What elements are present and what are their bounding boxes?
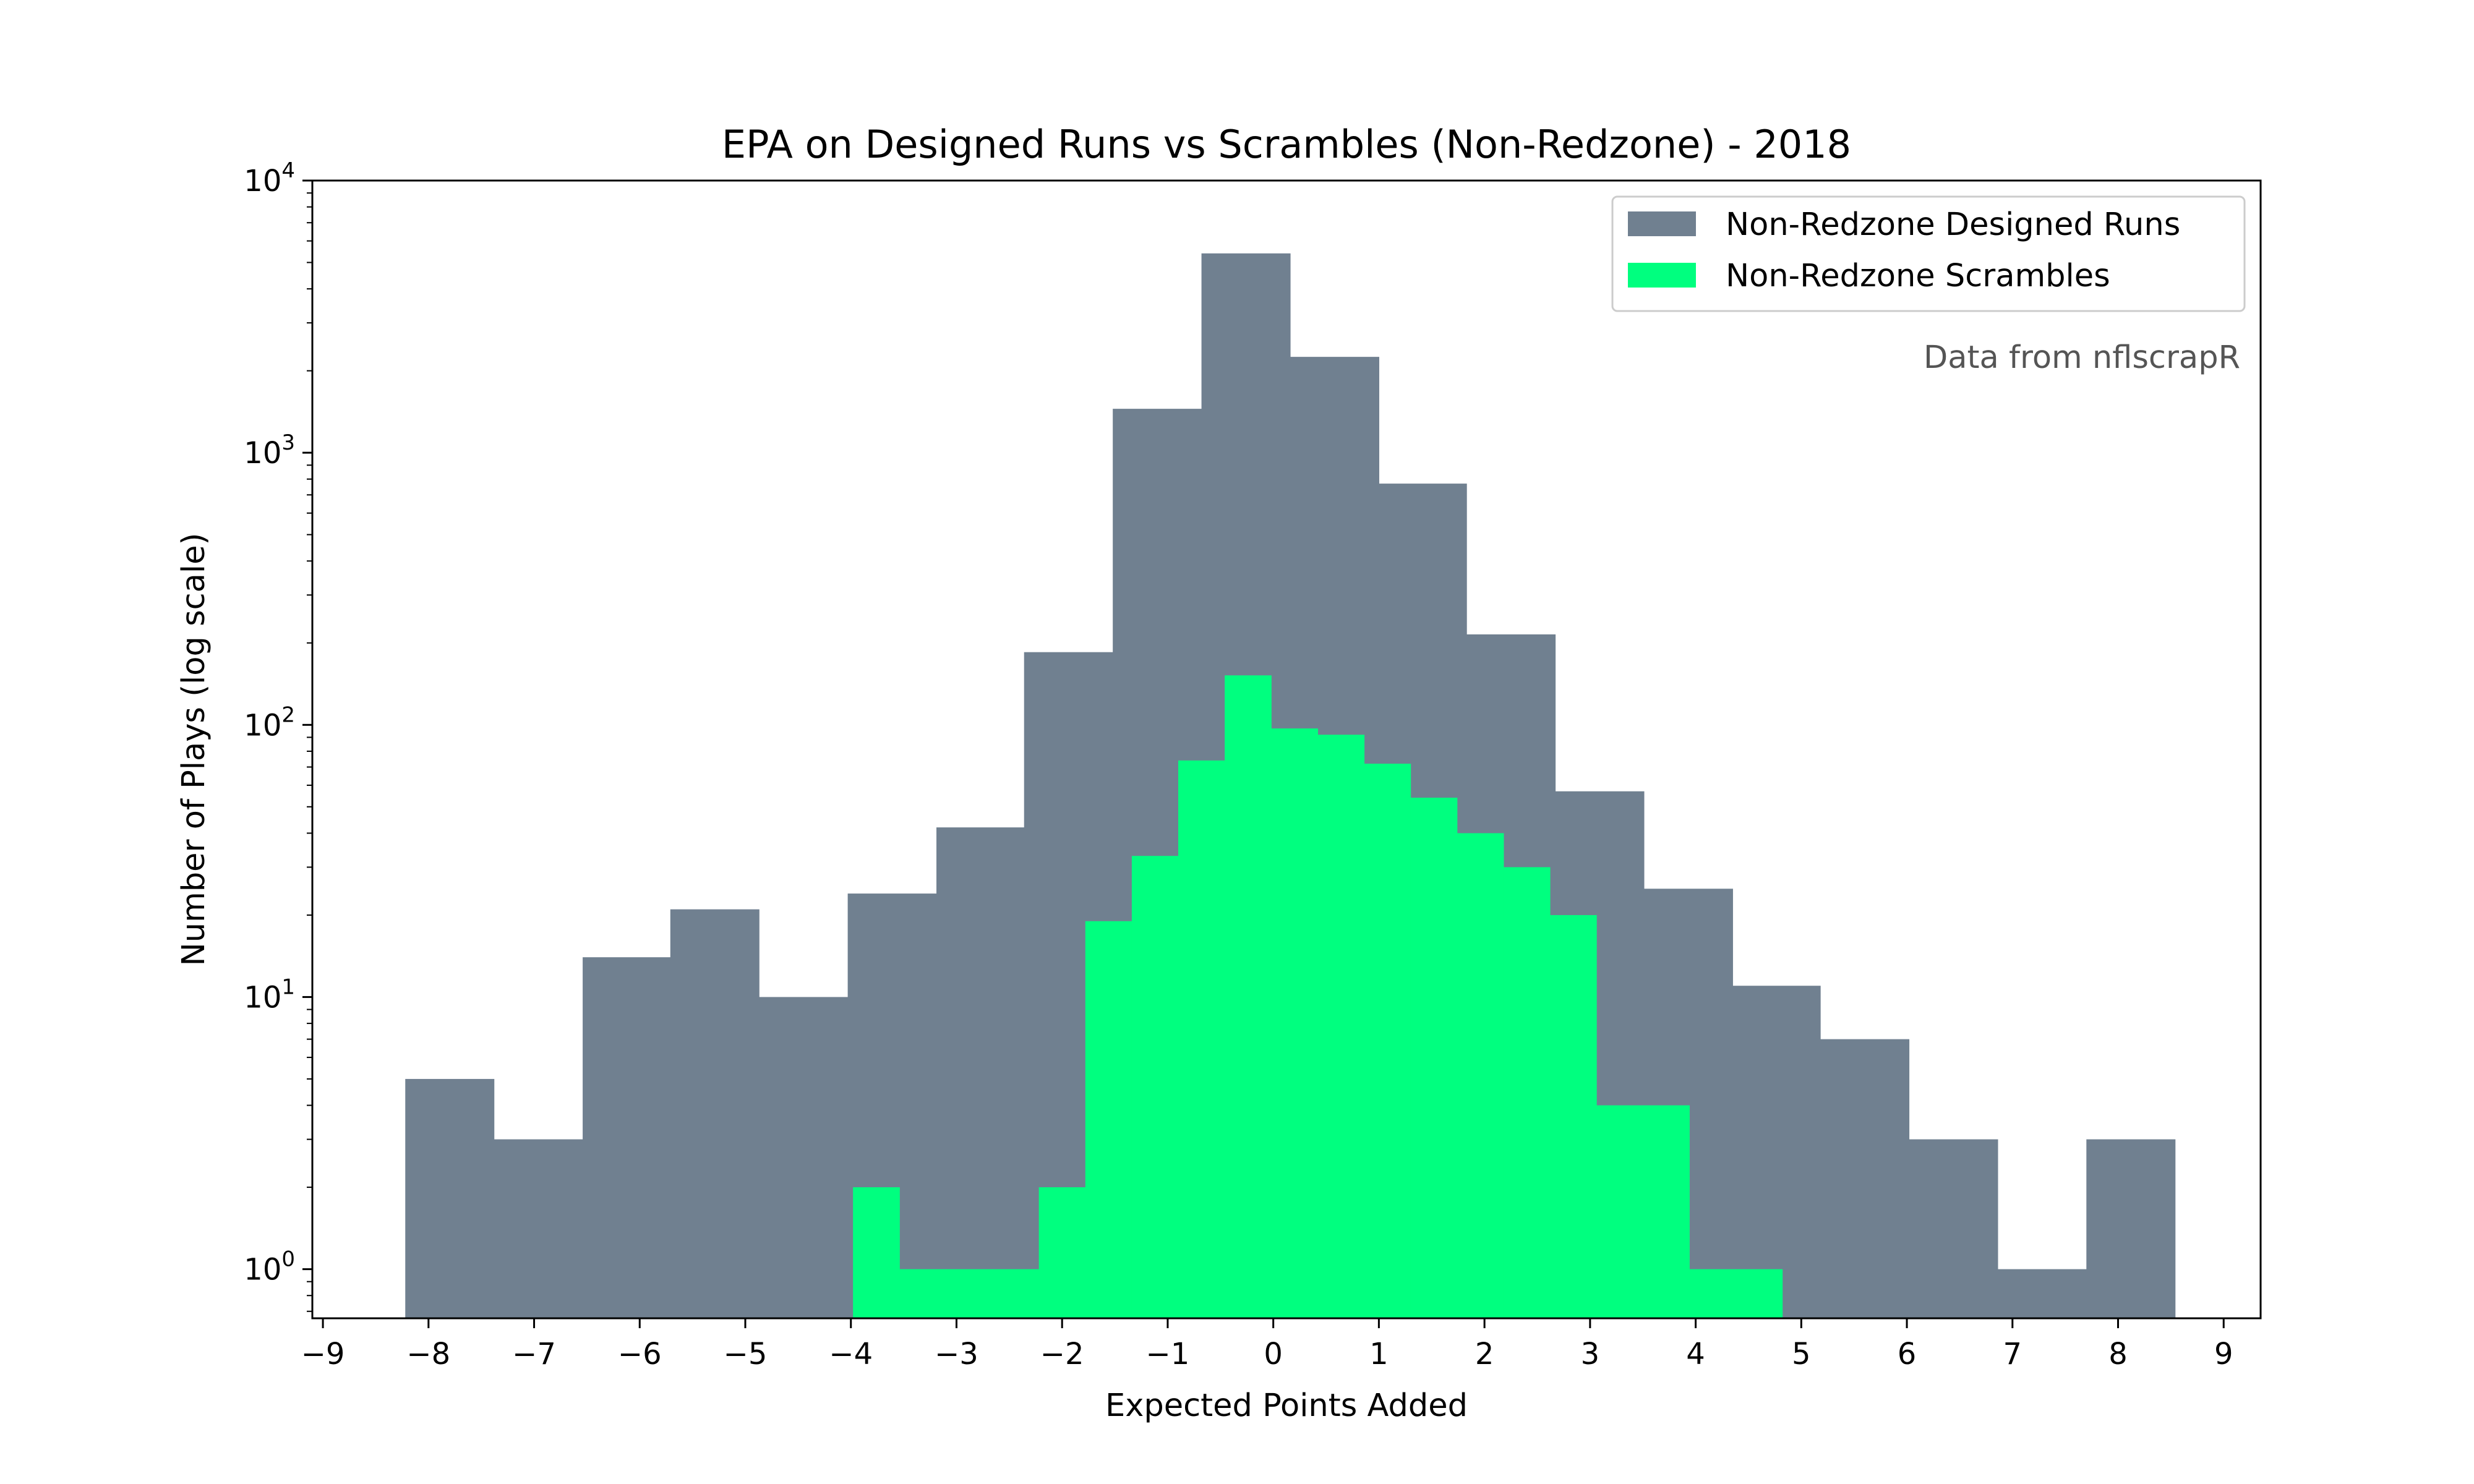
bar-scrambles-8: [1225, 675, 1272, 1318]
bar-scrambles-9: [1271, 728, 1318, 1318]
series-1: [853, 675, 1783, 1318]
y-tick-label: 103: [244, 430, 295, 471]
x-tick-label: 1: [1369, 1337, 1389, 1371]
chart-title: EPA on Designed Runs vs Scrambles (Non-R…: [722, 122, 1851, 167]
bar-scrambles-10: [1317, 735, 1365, 1318]
bar-designed-runs-4: [759, 997, 849, 1318]
bar-designed-runs-2: [583, 957, 671, 1318]
x-tick-label: 4: [1686, 1337, 1705, 1371]
bar-scrambles-4: [1038, 1187, 1086, 1318]
x-tick-label: −8: [406, 1337, 450, 1371]
legend-label-designed-runs: Non-Redzone Designed Runs: [1726, 207, 2180, 243]
bar-scrambles-14: [1503, 867, 1551, 1318]
bar-designed-runs-3: [670, 909, 760, 1318]
bar-scrambles-19: [1736, 1269, 1783, 1318]
bar-designed-runs-0: [405, 1078, 495, 1318]
bar-designed-runs-15: [1732, 986, 1821, 1318]
bar-designed-runs-18: [1997, 1269, 2087, 1318]
y-tick-label: 100: [244, 1247, 295, 1287]
x-tick-label: −4: [829, 1337, 873, 1371]
legend-swatch-designed-runs: [1628, 211, 1696, 236]
bar-designed-runs-16: [1820, 1039, 1910, 1318]
bar-scrambles-16: [1596, 1105, 1643, 1318]
x-tick-label: −3: [935, 1337, 978, 1371]
x-tick-label: 5: [1792, 1337, 1811, 1371]
bar-designed-runs-1: [494, 1139, 583, 1318]
legend-box: [1611, 195, 2246, 312]
bar-designed-runs-19: [2086, 1139, 2176, 1318]
x-tick-label: 0: [1264, 1337, 1283, 1371]
y-tick-label: 104: [244, 158, 295, 198]
bar-scrambles-17: [1643, 1105, 1690, 1318]
bar-scrambles-6: [1131, 856, 1179, 1318]
bar-designed-runs-17: [1909, 1139, 1998, 1318]
y-tick-label: 101: [244, 974, 295, 1015]
bar-scrambles-2: [946, 1269, 993, 1318]
bar-scrambles-5: [1085, 921, 1132, 1318]
x-tick-label: −9: [301, 1337, 345, 1371]
bar-designed-runs-6: [936, 827, 1025, 1318]
x-tick-label: 3: [1581, 1337, 1600, 1371]
x-tick-label: 8: [2108, 1337, 2128, 1371]
bar-scrambles-3: [992, 1269, 1040, 1318]
x-tick-label: −1: [1146, 1337, 1190, 1371]
bar-scrambles-1: [899, 1269, 946, 1318]
bar-scrambles-18: [1689, 1269, 1737, 1318]
legend: Non-Redzone Designed Runs Non-Redzone Sc…: [1611, 195, 2246, 312]
ticks-layer: −9 −8 −7 −6 −5 −4 −3 −2 −1 0 1 2 3 4 5 6 7 8 9 100 101 102 103…: [244, 158, 2233, 1371]
x-axis-label: Expected Points Added: [1105, 1388, 1468, 1424]
bar-scrambles-13: [1457, 833, 1504, 1318]
bars-layer: [405, 253, 2176, 1318]
y-axis-label: Number of Plays (log scale): [176, 533, 212, 966]
x-tick-label: −6: [618, 1337, 662, 1371]
bar-scrambles-15: [1549, 915, 1597, 1318]
bar-scrambles-12: [1410, 798, 1458, 1318]
legend-label-scrambles: Non-Redzone Scrambles: [1726, 258, 2110, 294]
x-tick-label: −2: [1040, 1337, 1084, 1371]
data-source-note: Data from nflscrapR: [1924, 339, 2240, 376]
bar-scrambles-11: [1364, 764, 1411, 1318]
x-tick-label: 6: [1898, 1337, 1917, 1371]
legend-swatch-scrambles: [1628, 263, 1696, 288]
bar-scrambles-7: [1178, 760, 1225, 1318]
bar-scrambles-0: [853, 1187, 900, 1318]
x-tick-label: 9: [2214, 1337, 2233, 1371]
x-tick-label: 2: [1475, 1337, 1494, 1371]
x-tick-label: −5: [724, 1337, 768, 1371]
x-tick-label: 7: [2003, 1337, 2022, 1371]
x-tick-label: −7: [512, 1337, 556, 1371]
y-tick-label: 102: [244, 702, 295, 743]
plot-frame: [311, 179, 2262, 1320]
